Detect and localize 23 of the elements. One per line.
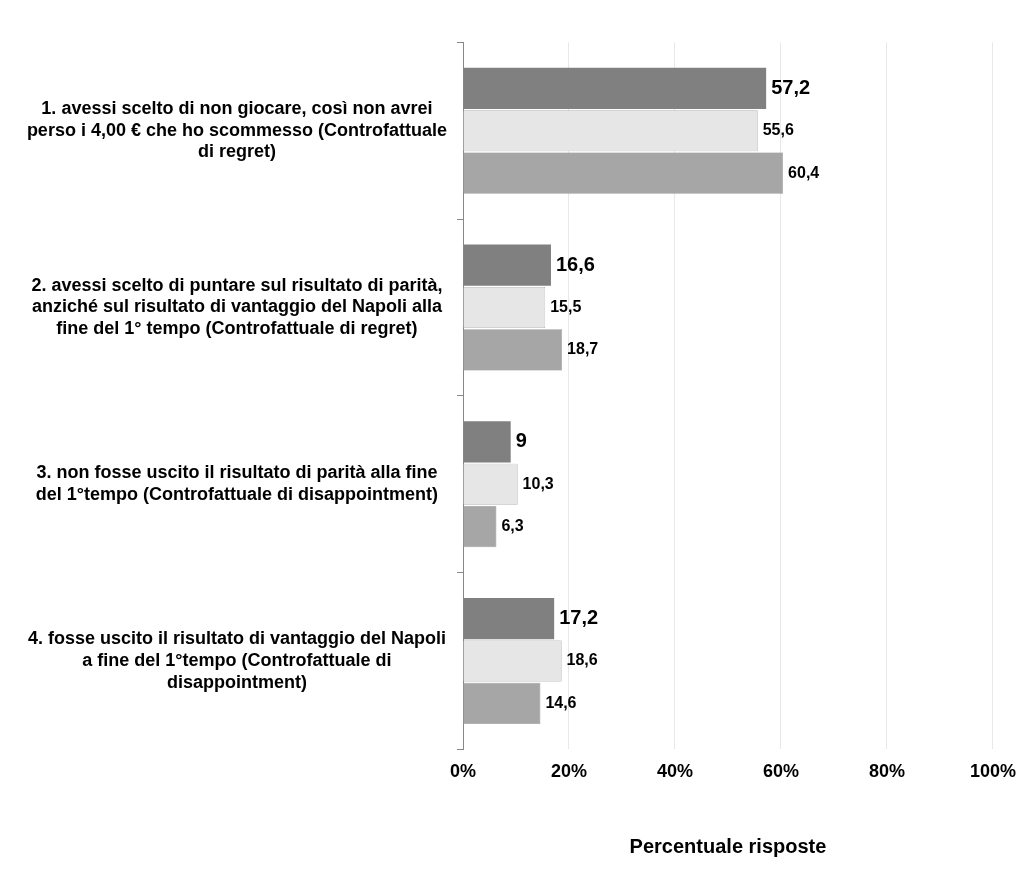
x-axis-title: Percentuale risposte [629, 834, 827, 857]
data-label: 17,2 [559, 606, 599, 629]
x-tick-label: 80% [868, 761, 905, 782]
data-label: 60,4 [788, 163, 820, 181]
data-label: 14,6 [545, 693, 577, 711]
y-tick-label: 2. avessi scelto di puntare sul risultato di parità, anziché sul risultato di vantaggio del Napoli alla fine del 1° tempo (Controfattuale di regret) [31, 274, 443, 339]
data-label: 57,2 [771, 75, 811, 98]
y-tick-label: 3. non fosse uscito il risultato di parità alla fine del 1°tempo (Controfattuale di disappointment) [35, 462, 439, 505]
data-label: 9 [515, 429, 527, 452]
x-tick-label: 60% [762, 761, 799, 782]
data-label: 18,6 [566, 651, 598, 669]
data-label: 15,5 [550, 297, 582, 315]
x-tick-label: 40% [656, 761, 694, 782]
x-tick-label: 0% [449, 761, 477, 782]
data-label: 18,7 [567, 340, 599, 358]
data-label: 10,3 [522, 474, 554, 492]
x-tick-label: 20% [550, 761, 588, 782]
y-tick-label: 4. fosse uscito il risultato di vantaggio del Napoli a fine del 1°tempo (Controfattuale di disappointment) [27, 628, 446, 692]
x-tick-label: 100% [969, 761, 1016, 782]
data-label: 6,3 [501, 517, 524, 535]
data-label: 55,6 [762, 121, 794, 139]
y-tick-label: 1. avessi scelto di non giocare, così non avrei perso i 4,00 € che ho scommesso (Controfattuale di regret) [26, 98, 447, 162]
data-label: 16,6 [555, 252, 595, 275]
